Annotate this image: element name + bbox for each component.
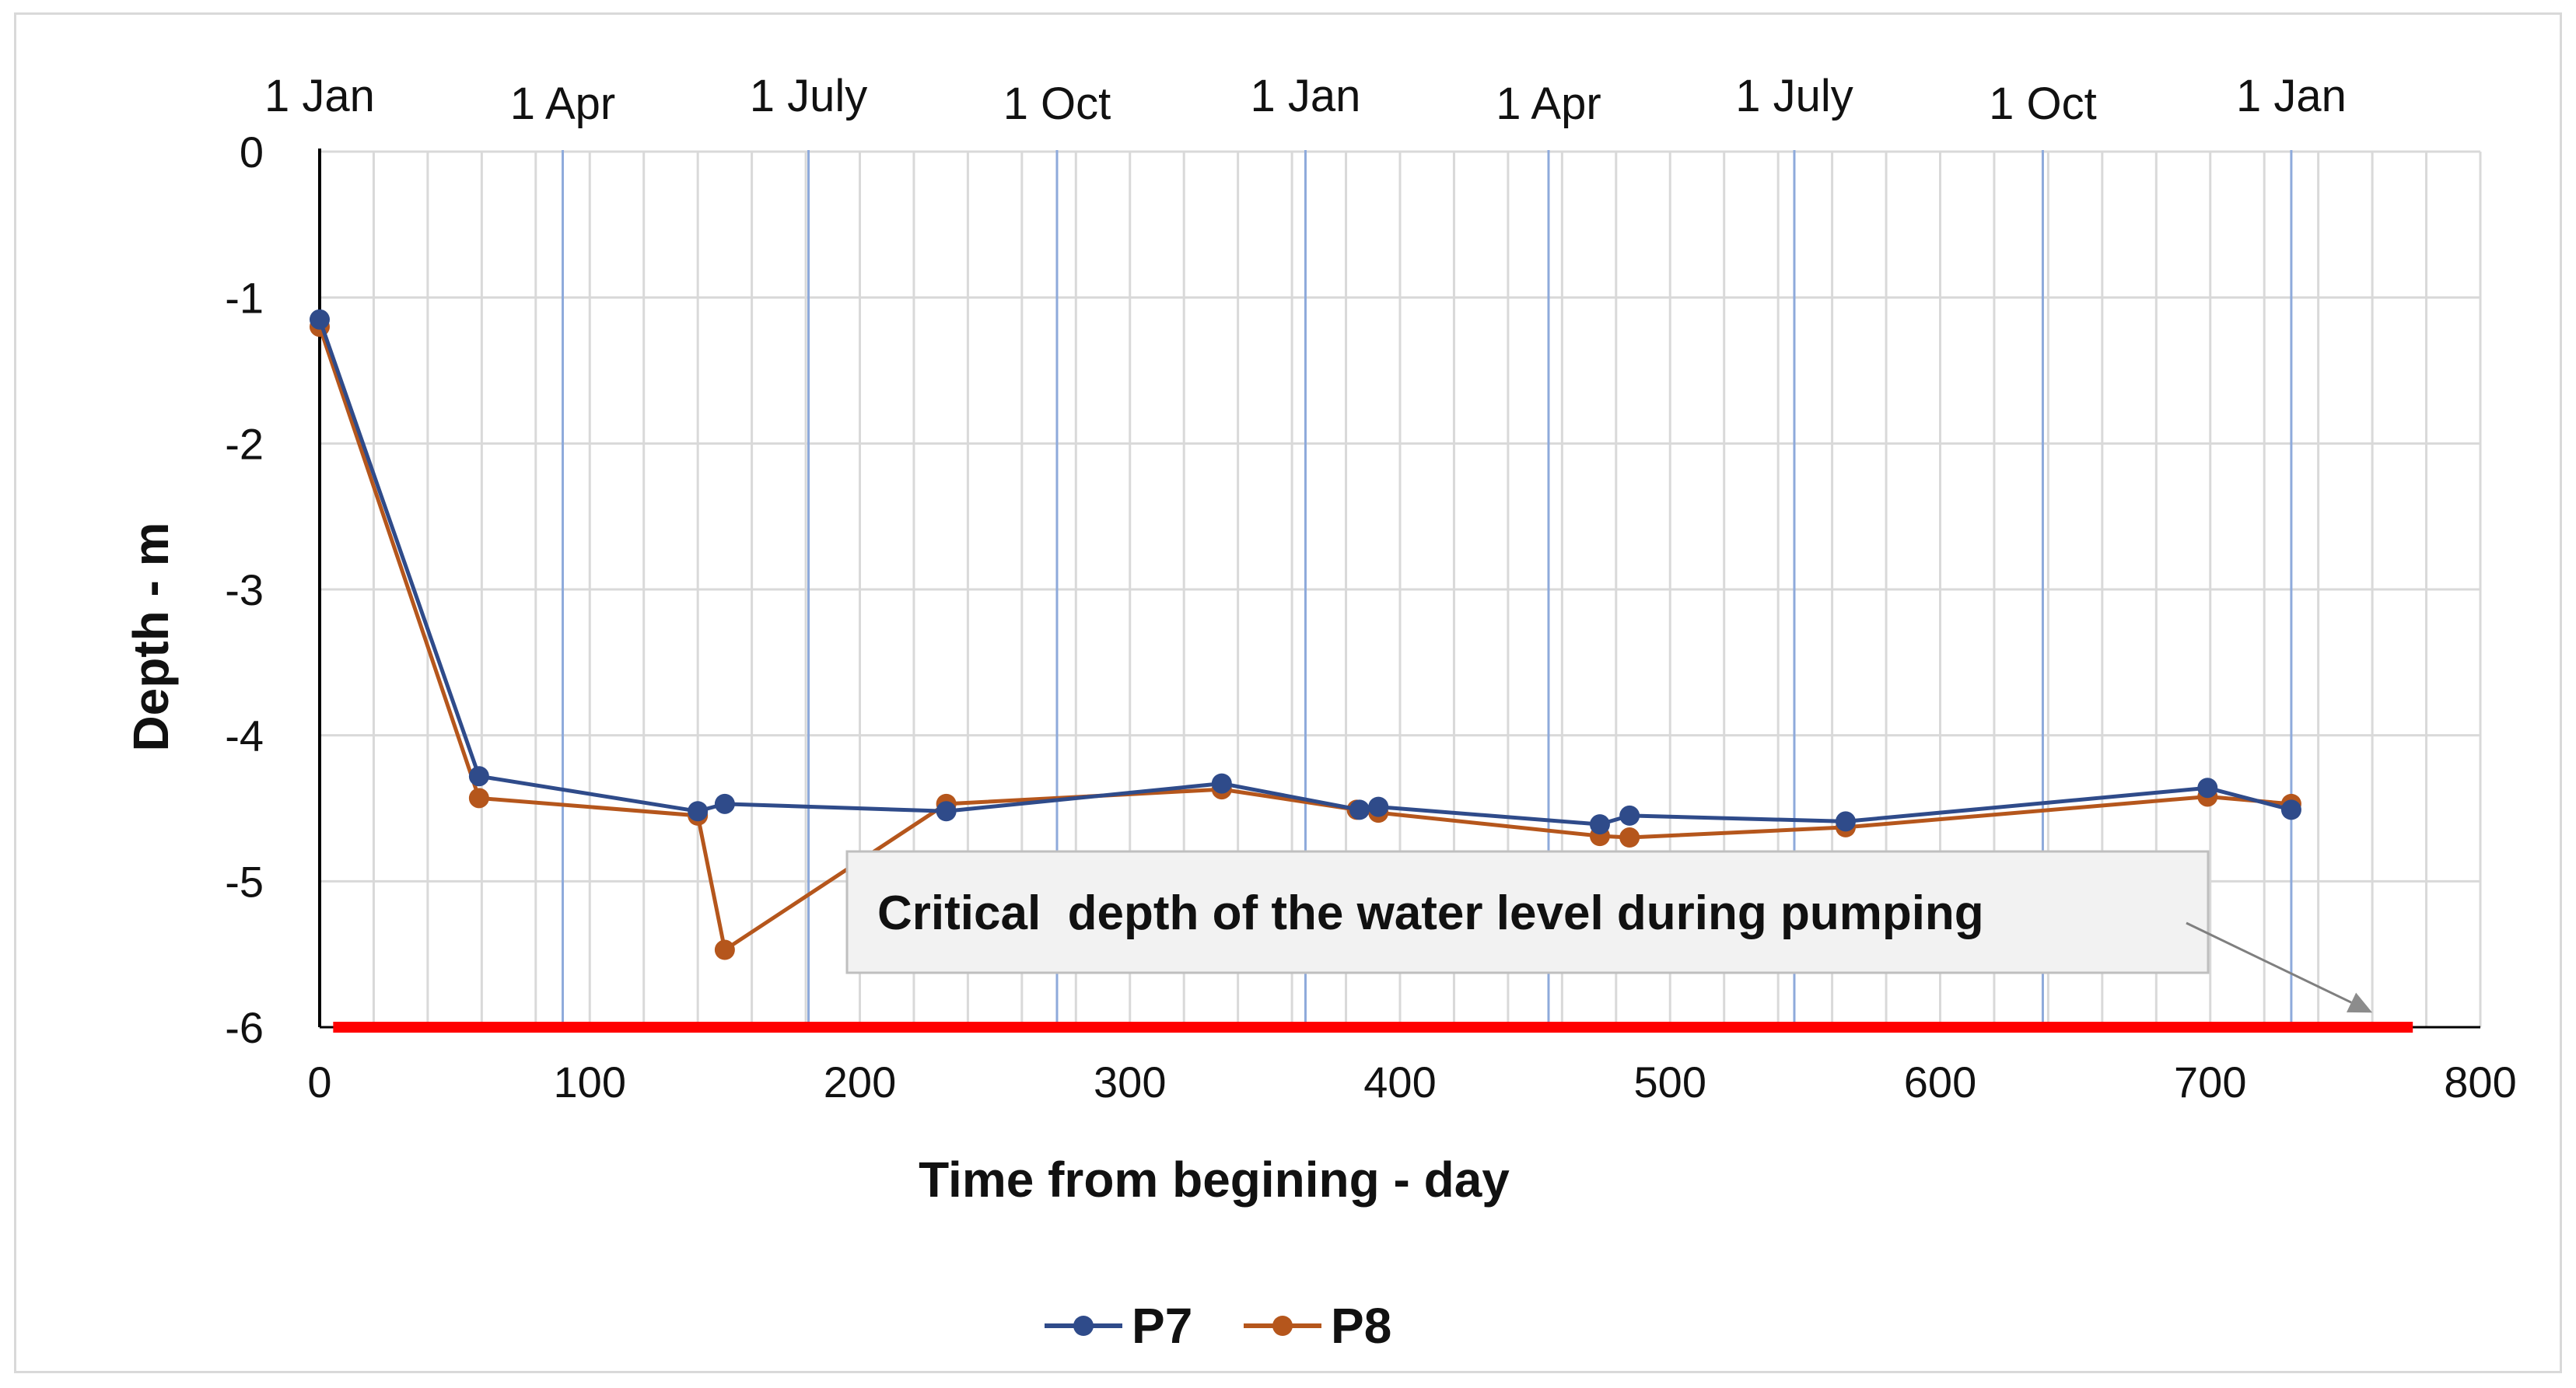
p7-point: [1619, 805, 1640, 826]
p7-point: [1211, 773, 1232, 794]
legend-p7-label: P7: [1132, 1298, 1192, 1354]
y-tick-label: -4: [225, 711, 264, 760]
p8-point: [714, 939, 735, 960]
chart-frame: 1 Jan 1 Apr 1 July 1 Oct 1 Jan 1 Apr 1 July 1 O…: [14, 12, 2562, 1373]
x-tick-label: 300: [1094, 1058, 1166, 1107]
x-tick-label: 800: [2444, 1058, 2516, 1107]
y-tick-label: 0: [240, 128, 264, 177]
month-label: 1 Jan: [2236, 71, 2347, 121]
p7-point: [1589, 814, 1610, 835]
p7-point: [1368, 796, 1389, 817]
callout-arrowhead: [2346, 992, 2373, 1013]
legend: P7 P8: [1045, 1298, 1391, 1354]
y-tick-label: -1: [225, 274, 264, 323]
y-axis-title: Depth - m: [123, 522, 179, 751]
callout-text: Critical depth of the water level during…: [877, 886, 1984, 940]
p7-point: [714, 793, 735, 814]
y-tick-label: -5: [225, 857, 264, 906]
p7-point: [2280, 799, 2301, 820]
p7-point: [936, 801, 957, 822]
p7-point: [1349, 799, 1370, 820]
month-label: 1 Jan: [1251, 71, 1361, 121]
x-tick-label: 600: [1904, 1058, 1976, 1107]
x-tick-label: 200: [824, 1058, 896, 1107]
p7-point: [688, 801, 709, 822]
month-label: 1 Oct: [1003, 79, 1111, 129]
month-label: 1 Oct: [1989, 79, 2097, 129]
x-tick-label: 100: [554, 1058, 626, 1107]
legend-p7-marker: [1073, 1316, 1094, 1336]
y-tick-label: -6: [225, 1003, 264, 1052]
legend-p8-marker: [1272, 1316, 1293, 1336]
p8-point: [468, 788, 489, 809]
p8-point: [1619, 827, 1640, 848]
legend-p8-label: P8: [1331, 1298, 1391, 1354]
month-label: 1 July: [750, 71, 868, 121]
y-tick-label: -3: [225, 565, 264, 614]
month-markers: 1 Jan 1 Apr 1 July 1 Oct 1 Jan 1 Apr 1 July 1 O…: [264, 71, 2347, 1030]
p7-point: [468, 766, 489, 787]
p7-point: [310, 309, 330, 330]
annotation: Critical depth of the water level during…: [845, 850, 2373, 1013]
p7-point: [1835, 811, 1856, 832]
series: [310, 309, 2301, 960]
chart: 1 Jan 1 Apr 1 July 1 Oct 1 Jan 1 Apr 1 July 1 O…: [123, 71, 2517, 1354]
x-tick-label: 500: [1634, 1058, 1706, 1107]
x-tick-label: 400: [1363, 1058, 1436, 1107]
month-label: 1 Apr: [1496, 79, 1601, 129]
p7-point: [2197, 778, 2218, 799]
month-label: 1 July: [1735, 71, 1853, 121]
x-axis-title: Time from begining - day: [919, 1152, 1510, 1208]
month-label: 1 Apr: [510, 79, 615, 129]
callout-box: [845, 850, 2210, 974]
x-tick-label: 0: [307, 1058, 331, 1107]
callout-arrow: [2186, 921, 2352, 1004]
y-tick-label: -2: [225, 419, 264, 468]
x-tick-label: 700: [2174, 1058, 2246, 1107]
month-label: 1 Jan: [264, 71, 375, 121]
